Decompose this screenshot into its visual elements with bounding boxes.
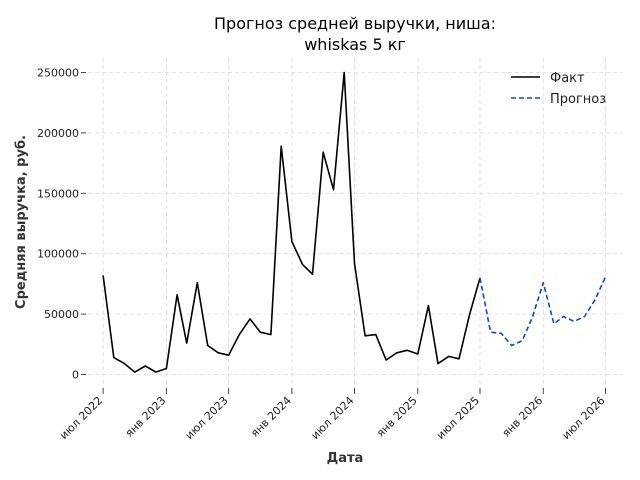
y-axis-ticks: 0 50000 100000 150000 200000 250000 [37,66,86,382]
legend: Факт Прогноз [511,71,606,107]
series-line-forecast [479,276,607,347]
legend-label-fact: Факт [550,71,585,86]
series-line-fact [102,71,481,373]
y-tick-label: 100000 [37,248,79,261]
y-tick-label: 200000 [37,127,79,140]
x-axis-label: Дата [327,451,364,466]
chart-title-line-2: whiskas 5 кг [304,35,406,54]
y-tick-label: 50000 [44,308,79,321]
y-tick-label: 0 [72,369,79,382]
y-tick-label: 250000 [37,66,79,79]
y-axis-label: Средняя выручка, руб. [14,135,29,309]
legend-label-forecast: Прогноз [550,92,606,107]
series-lines [102,71,607,373]
chart-title-line-1: Прогноз средней выручки, ниша: [214,14,496,33]
y-tick-label: 150000 [37,187,79,200]
